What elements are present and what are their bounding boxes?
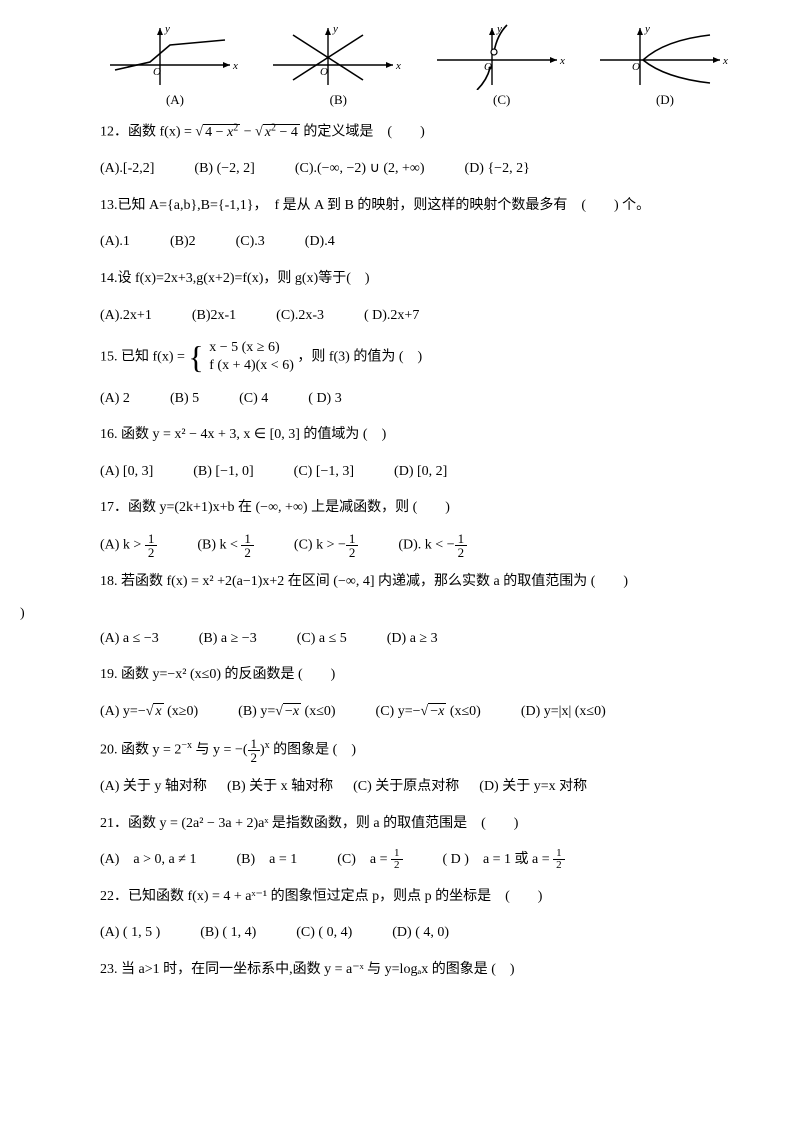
q15-row2: f (x + 4)(x < 6) <box>209 357 294 375</box>
q12-opt-b: (B) (−2, 2] <box>194 156 254 183</box>
q22-opt-a: (A) ( 1, 5 ) <box>100 920 160 947</box>
q20-opt-a: (A) 关于 y 轴对称 <box>100 774 207 801</box>
q20-opt-d: (D) 关于 y=x 对称 <box>479 774 587 801</box>
q16-opt-d: (D) [0, 2] <box>394 459 447 486</box>
graph-label-b: (B) <box>263 92 413 108</box>
q19-opt-a: (A) y=−√x (x≥0) <box>100 699 198 726</box>
svg-text:x: x <box>395 60 401 72</box>
question-19: 19. 函数 y=−x² (x≤0) 的反函数是 ( ) <box>100 662 740 689</box>
graph-option-a: O y x (A) <box>100 20 250 108</box>
svg-text:y: y <box>332 23 338 35</box>
q20-opt-c: (C) 关于原点对称 <box>353 774 459 801</box>
q18-opt-c: (C) a ≤ 5 <box>297 626 347 653</box>
question-14: 14.设 f(x)=2x+3,g(x+2)=f(x)，则 g(x)等于( ) <box>100 266 740 293</box>
q22-opt-b: (B) ( 1, 4) <box>200 920 256 947</box>
q19-opt-d: (D) y=|x| (x≤0) <box>521 699 606 726</box>
q21-opt-b: (B) a = 1 <box>236 847 297 874</box>
graph-label-a: (A) <box>100 92 250 108</box>
graph-option-d: O y x (D) <box>590 20 740 108</box>
graph-option-c: O y x (C) <box>427 20 577 108</box>
q13-options: (A).1 (B)2 (C).3 (D).4 <box>100 229 740 256</box>
question-13: 13.已知 A={a,b},B={-1,1}， f 是从 A 到 B 的映射，则… <box>100 193 740 220</box>
svg-text:O: O <box>320 66 328 78</box>
q22-opt-c: (C) ( 0, 4) <box>296 920 352 947</box>
q13-opt-c: (C).3 <box>236 229 265 256</box>
svg-text:x: x <box>559 55 565 67</box>
q17-opt-b: (B) k < 12 <box>197 532 254 559</box>
q12-stem: 12．函数 f(x) = <box>100 125 195 140</box>
q14-opt-a: (A).2x+1 <box>100 303 152 330</box>
q19-options: (A) y=−√x (x≥0) (B) y=√−x (x≤0) (C) y=−√… <box>100 699 740 726</box>
svg-text:y: y <box>644 23 650 35</box>
q13-opt-b: (B)2 <box>170 229 196 256</box>
q16-opt-c: (C) [−1, 3] <box>294 459 354 486</box>
graph-options-row: O y x (A) O y x (B) <box>100 20 740 108</box>
q15-options: (A) 2 (B) 5 (C) 4 ( D) 3 <box>100 386 740 413</box>
question-21: 21．函数 y = (2a² − 3a + 2)aˣ 是指数函数，则 a 的取值… <box>100 811 740 838</box>
graph-label-d: (D) <box>590 92 740 108</box>
q15-row1: x − 5 (x ≥ 6) <box>209 339 294 357</box>
q13-opt-d: (D).4 <box>305 229 335 256</box>
q18-opt-d: (D) a ≥ 3 <box>387 626 438 653</box>
q12-opt-c: (C).(−∞, −2) ∪ (2, +∞) <box>295 156 425 183</box>
q18-opt-b: (B) a ≥ −3 <box>199 626 257 653</box>
question-12: 12．函数 f(x) = √4 − x2 − √x2 − 4 的定义域是 ( ) <box>100 118 740 146</box>
q18-paren: ) <box>20 606 740 622</box>
q16-options: (A) [0, 3] (B) [−1, 0] (C) [−1, 3] (D) [… <box>100 459 740 486</box>
q19-opt-b: (B) y=√−x (x≤0) <box>238 699 335 726</box>
q17-opt-d: (D). k < −12 <box>398 532 467 559</box>
graph-option-b: O y x (B) <box>263 20 413 108</box>
svg-text:x: x <box>232 60 238 72</box>
q17-opt-a: (A) k > 12 <box>100 532 157 559</box>
q15-opt-a: (A) 2 <box>100 386 130 413</box>
q17-opt-c: (C) k > −12 <box>294 532 358 559</box>
svg-text:y: y <box>164 23 170 35</box>
brace-icon: { <box>188 341 203 373</box>
q18-opt-a: (A) a ≤ −3 <box>100 626 159 653</box>
svg-text:O: O <box>153 66 161 78</box>
q14-options: (A).2x+1 (B)2x-1 (C).2x-3 ( D).2x+7 <box>100 303 740 330</box>
q16-opt-b: (B) [−1, 0] <box>193 459 253 486</box>
q12-tail: 的定义域是 ( ) <box>303 125 424 140</box>
q15-opt-c: (C) 4 <box>239 386 268 413</box>
q21-opt-d: ( D ) a = 1 或 a = 12 <box>443 847 565 874</box>
q15-opt-b: (B) 5 <box>170 386 199 413</box>
q12-opt-a: (A).[-2,2] <box>100 156 154 183</box>
question-22: 22．已知函数 f(x) = 4 + aˣ⁻¹ 的图象恒过定点 p，则点 p 的… <box>100 884 740 911</box>
q14-opt-d: ( D).2x+7 <box>364 303 419 330</box>
q17-options: (A) k > 12 (B) k < 12 (C) k > −12 (D). k… <box>100 532 740 559</box>
q13-opt-a: (A).1 <box>100 229 130 256</box>
q15-opt-d: ( D) 3 <box>308 386 341 413</box>
q15-lead: 15. 已知 f(x) = <box>100 350 188 365</box>
q20-opt-b: (B) 关于 x 轴对称 <box>227 774 333 801</box>
q14-opt-c: (C).2x-3 <box>276 303 324 330</box>
q15-piecewise: x − 5 (x ≥ 6) f (x + 4)(x < 6) <box>209 339 294 375</box>
question-15: 15. 已知 f(x) = { x − 5 (x ≥ 6) f (x + 4)(… <box>100 339 740 375</box>
q12-opt-d: (D) {−2, 2} <box>465 156 530 183</box>
q22-options: (A) ( 1, 5 ) (B) ( 1, 4) (C) ( 0, 4) (D)… <box>100 920 740 947</box>
q15-tail: ，则 f(3) 的值为 ( ) <box>297 350 422 365</box>
q21-opt-c: (C) a = 12 <box>337 847 402 874</box>
q16-opt-a: (A) [0, 3] <box>100 459 153 486</box>
q21-opt-a: (A) a > 0, a ≠ 1 <box>100 847 196 874</box>
question-17: 17．函数 y=(2k+1)x+b 在 (−∞, +∞) 上是减函数，则 ( ) <box>100 495 740 522</box>
q22-opt-d: (D) ( 4, 0) <box>392 920 449 947</box>
q18-options: (A) a ≤ −3 (B) a ≥ −3 (C) a ≤ 5 (D) a ≥ … <box>100 626 740 653</box>
graph-label-c: (C) <box>427 92 577 108</box>
svg-text:x: x <box>722 55 728 67</box>
question-20: 20. 函数 y = 2−x 与 y = −(12)x 的图象是 ( ) <box>100 736 740 764</box>
svg-text:O: O <box>632 61 640 73</box>
q19-opt-c: (C) y=−√−x (x≤0) <box>376 699 481 726</box>
question-16: 16. 函数 y = x² − 4x + 3, x ∈ [0, 3] 的值域为 … <box>100 422 740 449</box>
question-23: 23. 当 a>1 时，在同一坐标系中,函数 y = a⁻ˣ 与 y=logₐx… <box>100 957 740 984</box>
q12-options: (A).[-2,2] (B) (−2, 2] (C).(−∞, −2) ∪ (2… <box>100 156 740 183</box>
q20-options: (A) 关于 y 轴对称 (B) 关于 x 轴对称 (C) 关于原点对称 (D)… <box>100 774 740 801</box>
q21-options: (A) a > 0, a ≠ 1 (B) a = 1 (C) a = 12 ( … <box>100 847 740 874</box>
question-18: 18. 若函数 f(x) = x² +2(a−1)x+2 在区间 (−∞, 4]… <box>100 569 740 596</box>
q14-opt-b: (B)2x-1 <box>192 303 236 330</box>
